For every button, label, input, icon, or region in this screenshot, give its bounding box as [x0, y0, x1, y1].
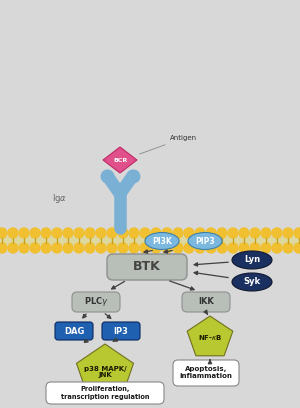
Circle shape: [30, 228, 40, 238]
Circle shape: [8, 228, 18, 238]
Circle shape: [96, 228, 106, 238]
FancyBboxPatch shape: [46, 382, 164, 404]
Text: PI3K: PI3K: [152, 237, 172, 246]
FancyBboxPatch shape: [55, 322, 93, 340]
Circle shape: [261, 243, 271, 253]
Circle shape: [107, 243, 117, 253]
Text: Antigen: Antigen: [140, 135, 197, 154]
Circle shape: [228, 228, 238, 238]
Circle shape: [283, 228, 293, 238]
Text: DAG: DAG: [64, 326, 84, 335]
Circle shape: [41, 228, 51, 238]
Circle shape: [19, 228, 29, 238]
Circle shape: [250, 243, 260, 253]
Text: BCR: BCR: [113, 157, 127, 162]
Circle shape: [283, 243, 293, 253]
Circle shape: [217, 228, 227, 238]
Ellipse shape: [145, 233, 179, 250]
Text: PLC$\gamma$: PLC$\gamma$: [83, 295, 109, 308]
Text: Proliferation,
transcription regulation: Proliferation, transcription regulation: [61, 386, 149, 399]
Text: PIP3: PIP3: [195, 237, 215, 246]
Ellipse shape: [232, 251, 272, 269]
Circle shape: [85, 228, 95, 238]
Circle shape: [239, 243, 249, 253]
Circle shape: [294, 228, 300, 238]
FancyBboxPatch shape: [173, 360, 239, 386]
Circle shape: [140, 243, 150, 253]
Circle shape: [162, 228, 172, 238]
Bar: [0, 237, 300, 244]
Circle shape: [52, 228, 62, 238]
Circle shape: [74, 228, 84, 238]
Ellipse shape: [232, 273, 272, 291]
Text: Ig$\mathit{\alpha}$: Ig$\mathit{\alpha}$: [52, 192, 67, 205]
Polygon shape: [187, 316, 233, 356]
Circle shape: [272, 243, 282, 253]
Circle shape: [206, 243, 216, 253]
Circle shape: [151, 243, 161, 253]
Circle shape: [195, 243, 205, 253]
Circle shape: [8, 243, 18, 253]
FancyBboxPatch shape: [182, 292, 230, 312]
Text: IP3: IP3: [114, 326, 128, 335]
Circle shape: [63, 228, 73, 238]
Text: Syk: Syk: [243, 277, 261, 286]
Circle shape: [0, 228, 7, 238]
Text: p38 MAPK/
JNK: p38 MAPK/ JNK: [84, 366, 126, 379]
Text: Lyn: Lyn: [244, 255, 260, 264]
Circle shape: [41, 243, 51, 253]
Circle shape: [261, 228, 271, 238]
Circle shape: [195, 228, 205, 238]
Circle shape: [0, 243, 7, 253]
Text: BTK: BTK: [133, 260, 161, 273]
Circle shape: [118, 243, 128, 253]
Circle shape: [173, 243, 183, 253]
Circle shape: [228, 243, 238, 253]
FancyBboxPatch shape: [102, 322, 140, 340]
Circle shape: [294, 243, 300, 253]
Circle shape: [250, 228, 260, 238]
Circle shape: [272, 228, 282, 238]
Circle shape: [217, 243, 227, 253]
Circle shape: [151, 228, 161, 238]
Circle shape: [206, 228, 216, 238]
Circle shape: [74, 243, 84, 253]
FancyBboxPatch shape: [72, 292, 120, 312]
Circle shape: [107, 228, 117, 238]
Circle shape: [173, 228, 183, 238]
Ellipse shape: [188, 233, 222, 250]
Circle shape: [162, 243, 172, 253]
Circle shape: [184, 228, 194, 238]
Text: NF-$\kappa$B: NF-$\kappa$B: [198, 333, 222, 342]
Text: Apoptosis,
inflammation: Apoptosis, inflammation: [180, 366, 232, 379]
Circle shape: [30, 243, 40, 253]
Circle shape: [140, 228, 150, 238]
Polygon shape: [76, 344, 134, 395]
Circle shape: [129, 228, 139, 238]
Circle shape: [96, 243, 106, 253]
Circle shape: [19, 243, 29, 253]
Circle shape: [52, 243, 62, 253]
FancyBboxPatch shape: [107, 254, 187, 280]
Polygon shape: [103, 147, 137, 173]
Circle shape: [239, 228, 249, 238]
Circle shape: [85, 243, 95, 253]
Text: IKK: IKK: [198, 297, 214, 306]
Circle shape: [63, 243, 73, 253]
Circle shape: [129, 243, 139, 253]
Circle shape: [118, 228, 128, 238]
Circle shape: [184, 243, 194, 253]
